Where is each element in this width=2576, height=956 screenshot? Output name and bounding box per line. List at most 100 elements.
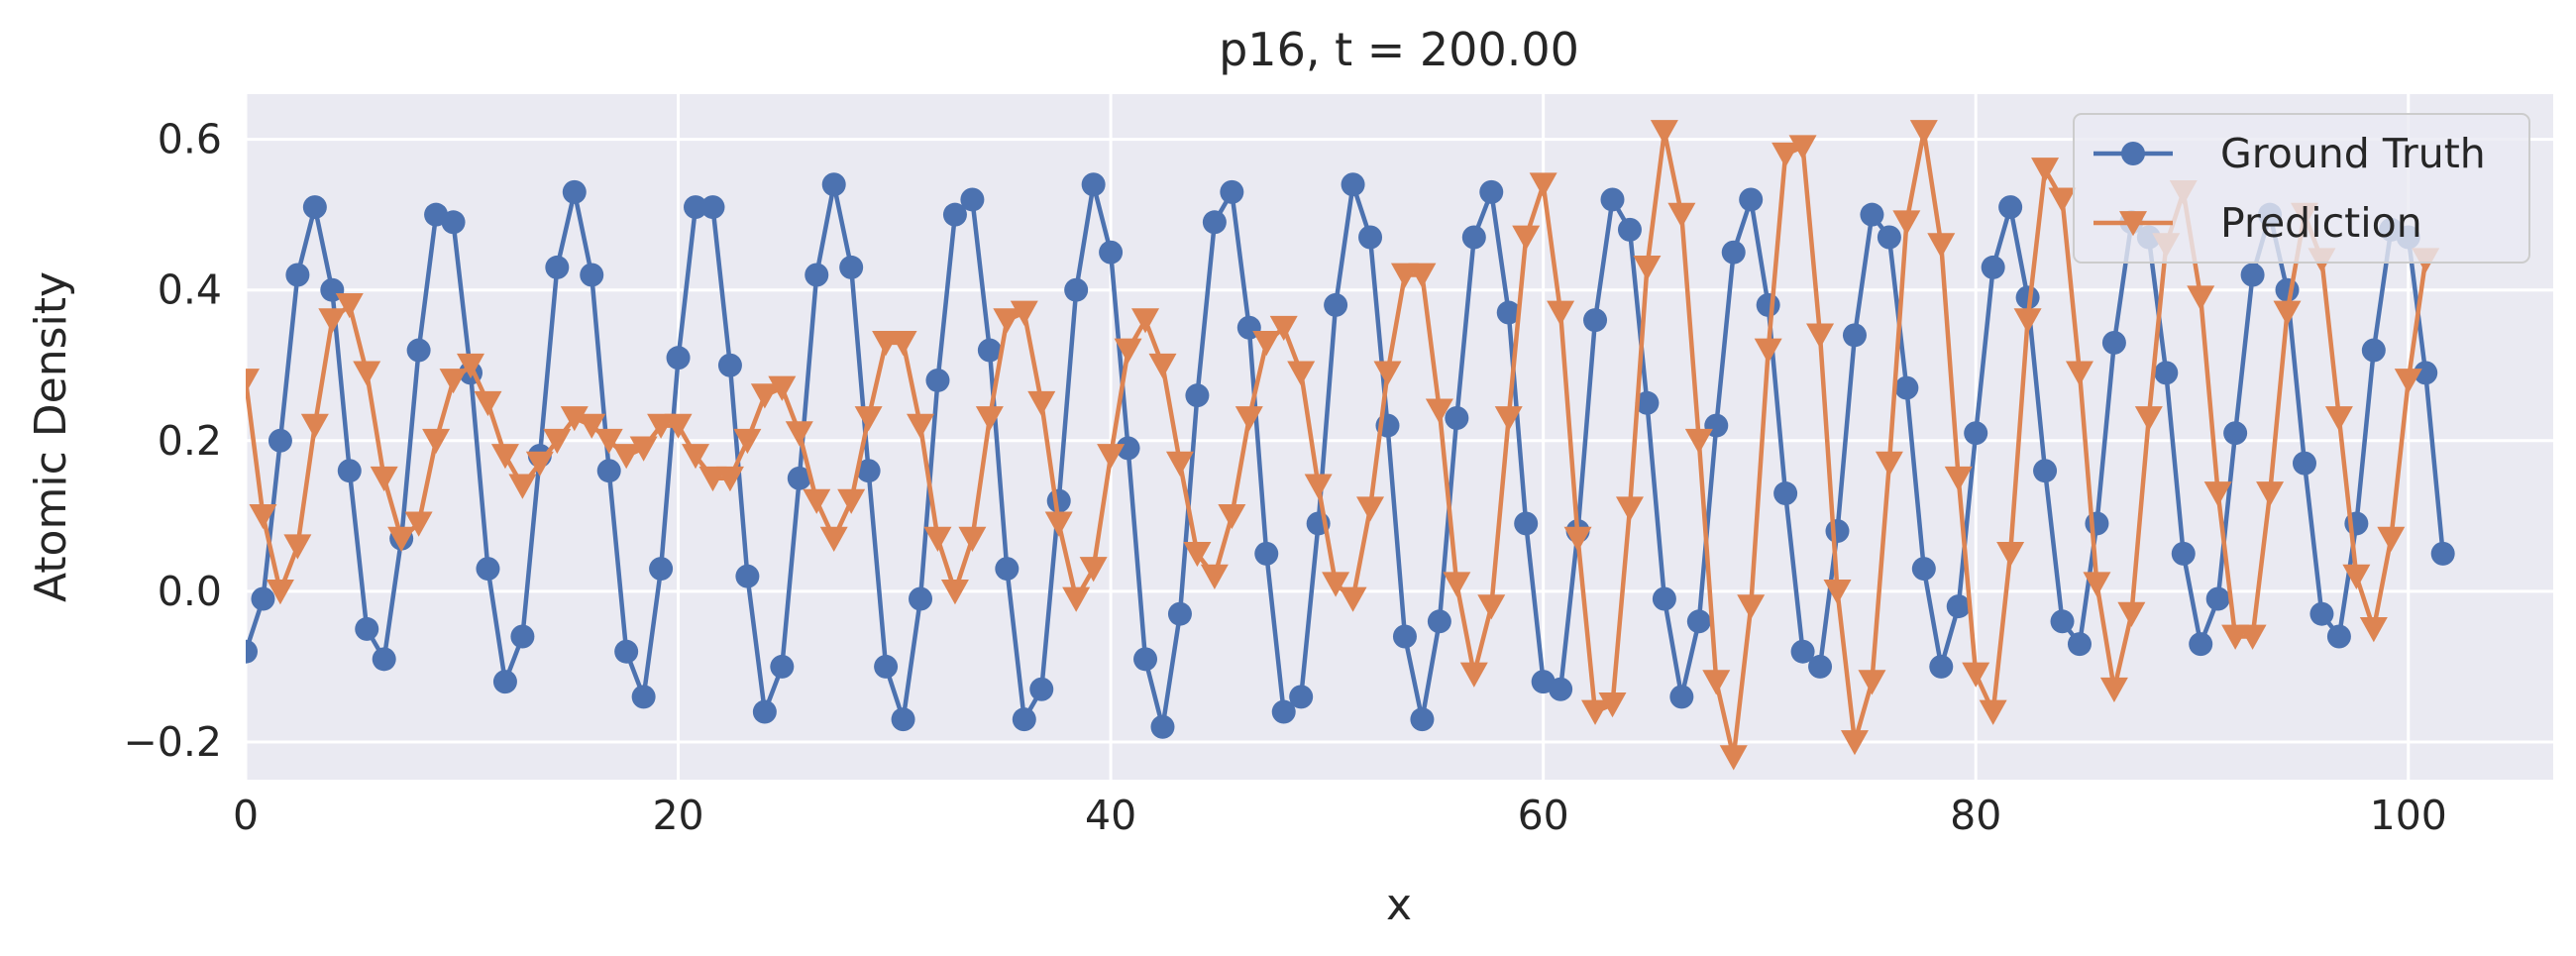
prediction-point [907,413,935,439]
y-tick-label: 0.2 [158,417,222,465]
ground-truth-point [2033,459,2058,483]
ground-truth-point [1686,609,1711,634]
prediction-point [2324,406,2353,432]
prediction-point [2394,369,2422,394]
ground-truth-point [2015,285,2040,310]
prediction-point [1702,670,1731,695]
prediction-point [785,421,813,447]
ground-truth-point [1808,654,1833,679]
ground-truth-point [1202,210,1227,235]
ground-truth-point [2085,511,2109,536]
prediction-point [629,436,658,462]
prediction-point [266,579,294,605]
ground-truth-point [1341,172,1365,197]
prediction-point [1892,210,1921,236]
y-tick-label: 0.6 [158,116,222,163]
ground-truth-point [1479,179,1504,204]
ground-truth-point [1617,217,1642,242]
ground-truth-point [2205,586,2230,611]
prediction-point [2013,308,2042,334]
ground-truth-point [1583,308,1608,333]
ground-truth-point [2361,338,2386,363]
legend-item-ground-truth: Ground Truth [2093,130,2486,177]
prediction-point [353,361,381,386]
ground-truth-point [1220,179,1244,204]
ground-truth-point [1877,225,1901,250]
ground-truth-point [1029,677,1054,701]
prediction-point [612,444,641,470]
y-axis-title: Atomic Density [26,271,76,602]
prediction-point [1339,586,1367,612]
ground-truth-point [2430,541,2455,566]
prediction-point [923,526,952,552]
prediction-series [246,120,2440,771]
prediction-point [490,444,519,470]
ground-truth-point [1514,511,1539,536]
prediction-point [578,413,606,439]
legend-label: Prediction [2220,199,2422,247]
prediction-point [370,466,398,492]
ground-truth-point [562,179,587,204]
prediction-point [1477,594,1506,620]
ground-truth-point [1081,172,1106,197]
legend-label: Ground Truth [2220,130,2486,177]
ground-truth-point [1427,609,1451,634]
prediction-point [2256,481,2285,507]
prediction-point [819,526,848,552]
prediction-point [803,488,831,514]
prediction-point [249,503,277,530]
prediction-point [2048,187,2077,213]
prediction-point [474,390,502,417]
prediction-point [1010,300,1038,326]
prediction-point [1806,323,1835,349]
x-tick-label: 40 [1085,792,1136,839]
ground-truth-point [251,586,275,611]
ground-truth-point [1324,292,1348,317]
ground-truth-point [246,639,258,664]
ground-truth-point [909,586,933,611]
prediction-point [750,383,779,409]
ground-truth-point [925,368,950,392]
ground-truth-point [285,263,310,287]
prediction-point [2203,481,2232,507]
ground-truth-point [2171,541,2196,566]
prediction-point [1615,496,1644,522]
prediction-point [1529,172,1557,198]
ground-truth-point [839,255,864,279]
ground-truth-point [874,654,899,679]
prediction-point [1771,142,1800,168]
prediction-point [1494,406,1523,432]
prediction-point [1218,503,1246,530]
ground-truth-point [960,187,985,212]
ground-truth-point [580,263,604,287]
ground-truth-point [614,639,639,664]
prediction-point [318,308,347,334]
ground-truth-point [805,263,829,287]
prediction-point [1547,300,1575,326]
prediction-point [1962,662,1990,688]
y-tick-label: 0.0 [158,568,222,615]
prediction-point [1443,572,1471,597]
prediction-point [2273,300,2302,326]
ground-truth-point [995,557,1020,582]
ground-truth-point [1964,421,1988,446]
prediction-point [1200,564,1229,589]
prediction-point [2377,526,2406,552]
ground-truth-point [2414,361,2438,385]
y-tick-labels: −0.2 0.0 0.2 0.4 0.6 [123,116,222,766]
prediction-point [1097,444,1126,470]
ground-truth-point [1773,481,1798,506]
ground-truth-point [1099,240,1124,265]
ground-truth-point [1167,601,1192,626]
prediction-point [1563,526,1592,552]
prediction-point [1459,662,1488,688]
prediction-point [2065,361,2093,386]
x-tick-label: 0 [233,792,259,839]
prediction-point [1269,315,1298,342]
prediction-point [1979,699,2007,725]
prediction-point [733,428,762,455]
ground-truth-point [1410,707,1435,732]
prediction-point [664,413,693,439]
x-tick-label: 100 [2370,792,2447,839]
prediction-point [1944,466,1973,492]
